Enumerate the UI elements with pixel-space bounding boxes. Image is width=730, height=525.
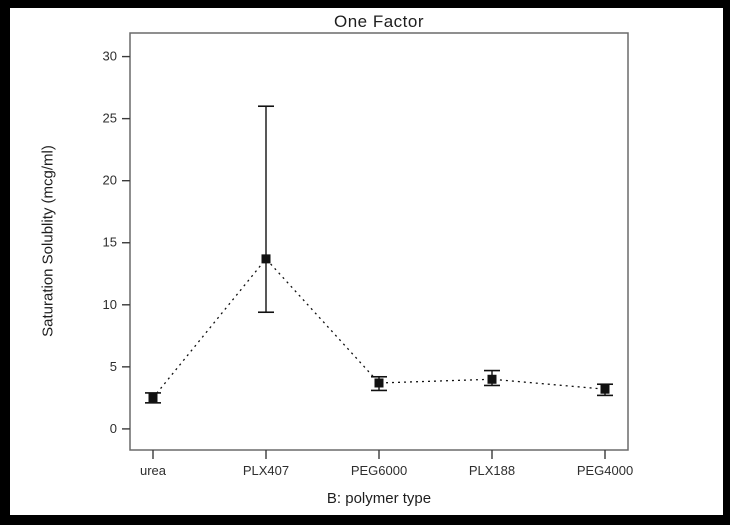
x-tick-label: urea	[140, 463, 167, 478]
x-tick-label: PLX188	[469, 463, 515, 478]
chart-canvas: One Factor 0 5 10 15 20 25 30 urea PLX407 PEG6000…	[10, 8, 723, 515]
data-point-marker	[261, 254, 271, 264]
x-axis-label: B: polymer type	[326, 490, 432, 507]
chart-title: One Factor	[333, 12, 425, 31]
data-point-marker	[148, 393, 158, 403]
data-point-marker	[487, 374, 497, 384]
y-tick-label: 10	[103, 297, 117, 312]
x-tick-label: PLX407	[243, 463, 289, 478]
data-point-marker	[374, 378, 384, 388]
y-tick-label: 5	[110, 359, 117, 374]
x-tick-label: PEG6000	[351, 463, 407, 478]
y-tick-label: 25	[103, 111, 117, 126]
data-point-marker	[600, 384, 610, 394]
y-tick-label: 15	[103, 235, 117, 250]
y-tick-label: 20	[103, 173, 117, 188]
y-tick-label: 0	[110, 421, 117, 436]
plot-area: 0 5 10 15 20 25 30 urea PLX407 PEG6000 PLX188 PEG40…	[103, 32, 633, 478]
y-tick-label: 30	[103, 49, 117, 64]
y-axis-label: Saturation Solublity (mcg/ml)	[39, 145, 57, 337]
x-tick-label: PEG4000	[577, 463, 633, 478]
